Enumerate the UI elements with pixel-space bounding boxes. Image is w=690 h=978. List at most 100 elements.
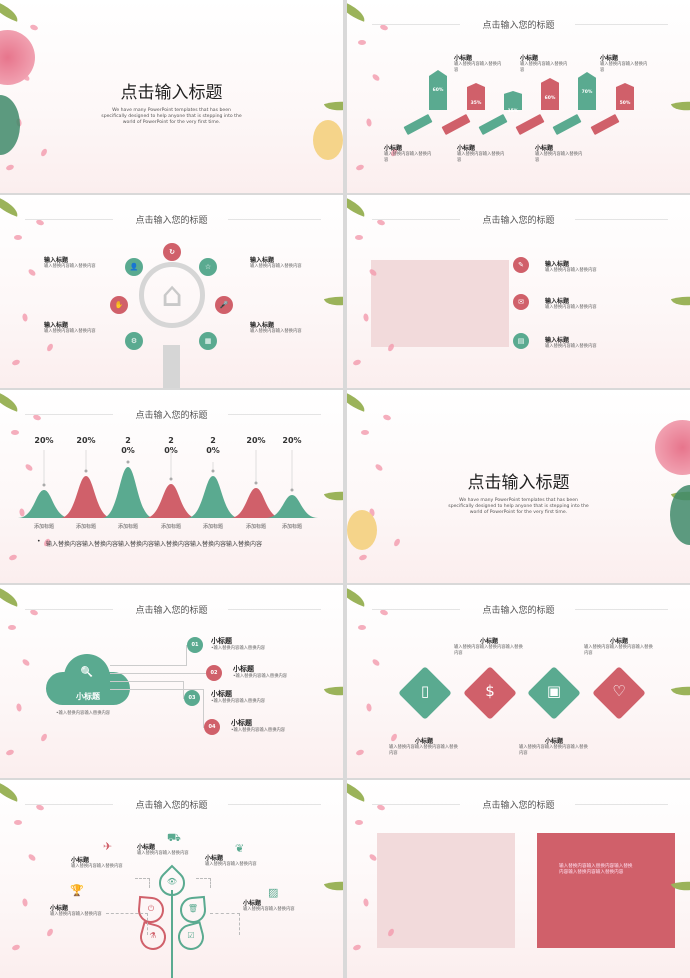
peak-label: 添加标题 bbox=[245, 524, 266, 530]
fern-decoration bbox=[670, 485, 690, 545]
slide-2-tags[interactable]: 点击输入您的标题 60% 35% 15% 60% 70% 50% 小标题 输入替换内容输入替换内… bbox=[347, 0, 690, 193]
heading-rule-right bbox=[228, 804, 321, 805]
tag-percent: 60% bbox=[432, 88, 444, 93]
label-text: 输入替换内容输入替换内容 bbox=[520, 62, 568, 73]
label-block: 输入标题 输入替换内容输入替换内容 bbox=[545, 296, 635, 311]
slide-4-list[interactable]: 点击输入您的标题 ✎ 输入标题 输入替换内容输入替换内容 ✉ 输入标题 输入替换内容输入替换… bbox=[347, 195, 690, 388]
book-icon: ▤ bbox=[513, 333, 529, 349]
step-text: •输入替换内容输入替换内容 bbox=[233, 674, 288, 679]
step-title: 小标题 bbox=[233, 665, 254, 673]
edit-icon: ✎ bbox=[513, 257, 529, 273]
slide-9-tree[interactable]: 点击输入您的标题 👁 ⏻ 🗑 ⚗ ☑ 小标题 输入替换内容输入替换内容 ✈ 小标题 输入替换内容输入… bbox=[0, 780, 343, 978]
petal-decoration bbox=[365, 118, 373, 127]
label-text: 输入替换内容输入替换内容 bbox=[44, 264, 96, 269]
leaf-decoration bbox=[0, 0, 22, 22]
peak bbox=[102, 467, 154, 518]
petal-decoration bbox=[358, 625, 366, 630]
slide-8-diamonds[interactable]: 点击输入您的标题 ▯ $ ▣ ♡ 小标题 输入替换内容输入替换内容输入替换内容 小标题 输入替换… bbox=[347, 585, 690, 778]
step-title: 小标题 bbox=[211, 637, 232, 645]
peak-percent: 20% bbox=[164, 436, 178, 455]
peak-label: 添加标题 bbox=[117, 524, 138, 530]
heading-rule-left bbox=[372, 609, 460, 610]
label-title: 小标题 bbox=[205, 855, 224, 862]
label-title: 输入标题 bbox=[44, 257, 69, 264]
petal-decoration bbox=[382, 413, 392, 422]
chart-icon: ▦ bbox=[199, 332, 217, 350]
petal-decoration bbox=[21, 658, 31, 667]
label-text: 输入替换内容输入替换内容 bbox=[250, 329, 302, 334]
petal-decoration bbox=[5, 748, 15, 757]
step-number: 02 bbox=[206, 665, 222, 681]
peak bbox=[60, 476, 112, 518]
dotted-connector bbox=[210, 913, 240, 935]
slide-1-title[interactable]: 点击输入标题 We have many PowerPoint templates… bbox=[0, 0, 343, 193]
step-number: 01 bbox=[187, 637, 203, 653]
flask-icon: ⚗ bbox=[149, 931, 157, 940]
label-block: 小标题 输入替换内容输入替换内容输入替换内容 bbox=[454, 636, 524, 657]
leader-dot bbox=[126, 460, 130, 464]
tag-percent: 35% bbox=[470, 101, 482, 106]
news-icon: ▣ bbox=[546, 682, 562, 700]
label-title: 小标题 bbox=[609, 638, 628, 645]
slide-heading: 点击输入您的标题 bbox=[482, 606, 555, 616]
label-block: 小标题 输入替换内容输入替换内容输入替换内容 bbox=[519, 736, 589, 757]
label-title: 输入标题 bbox=[545, 298, 570, 305]
label-title: 小标题 bbox=[457, 145, 476, 152]
heading-rule-right bbox=[228, 219, 321, 220]
label-text: 输入替换内容输入替换内容 bbox=[545, 268, 597, 273]
step-number: 03 bbox=[184, 690, 200, 706]
tag-percent: 60% bbox=[544, 96, 556, 101]
peak-label: 添加标题 bbox=[281, 524, 302, 530]
heading-rule-right bbox=[575, 219, 668, 220]
label-text: 输入替换内容输入替换内容 bbox=[457, 152, 505, 163]
lily-decoration bbox=[313, 120, 343, 160]
label-title: 小标题 bbox=[479, 638, 498, 645]
label-block: 小标题 输入替换内容输入替换内容 bbox=[50, 903, 105, 918]
label-block: 小标题 输入替换内容输入替换内容输入替换内容 bbox=[584, 636, 654, 657]
heading-rule-left bbox=[372, 24, 460, 25]
heading-rule-left bbox=[25, 414, 113, 415]
magnifier-handle bbox=[163, 345, 180, 388]
heading-rule-left bbox=[25, 804, 113, 805]
label-title: 小标题 bbox=[384, 145, 403, 152]
label-block: 小标题 输入替换内容输入替换内容 bbox=[457, 143, 507, 164]
label-block: 输入标题 输入替换内容输入替换内容 bbox=[545, 335, 635, 350]
label-block: 小标题 输入替换内容输入替换内容 bbox=[454, 53, 504, 74]
petal-decoration bbox=[355, 820, 363, 825]
petal-decoration bbox=[365, 703, 373, 712]
checkbox-icon: ☑ bbox=[187, 931, 195, 940]
label-block: 小标题 输入替换内容输入替换内容 bbox=[71, 855, 126, 870]
peak bbox=[266, 495, 318, 518]
petal-decoration bbox=[45, 342, 55, 353]
petal-decoration bbox=[355, 235, 363, 240]
bullet-text: 输入替换内容输入替换内容输入替换内容输入替换内容输入替换内容输入替换内容 bbox=[46, 541, 263, 548]
rose-decoration bbox=[0, 30, 35, 85]
step-text: •输入替换内容输入替换内容 bbox=[211, 699, 266, 704]
label-text: 输入替换内容输入替换内容 bbox=[454, 62, 502, 73]
label-text: 输入替换内容输入替换内容输入替换内容 bbox=[519, 745, 588, 756]
dotted-connector bbox=[196, 878, 211, 888]
heading-rule-right bbox=[575, 609, 668, 610]
peak bbox=[18, 490, 70, 518]
slide-heading: 点击输入您的标题 bbox=[135, 606, 208, 616]
peak-label: 添加标题 bbox=[202, 524, 223, 530]
slide-7-cloud[interactable]: 点击输入您的标题 🔍 小标题 •输入替换内容输入替换内容 01 小标题 •输入替换内容输入替… bbox=[0, 585, 343, 778]
leaf-decoration bbox=[323, 291, 343, 311]
label-text: 输入替换内容输入替换内容 bbox=[535, 152, 583, 163]
leader-dot bbox=[42, 483, 46, 487]
star-icon: ☆ bbox=[199, 258, 217, 276]
peak bbox=[230, 488, 282, 518]
slide-5-peaks[interactable]: 点击输入您的标题 20% 添加标题 20% 添加标题 20% 添加标题 20% 添加标题 20% 添… bbox=[0, 390, 343, 583]
home-icon: ⌂ bbox=[161, 275, 183, 315]
slide-6-title[interactable]: 点击输入标题 We have many PowerPoint templates… bbox=[347, 390, 690, 583]
slide-heading: 点击输入您的标题 bbox=[482, 21, 555, 31]
label-block: 小标题 输入替换内容输入替换内容 bbox=[535, 143, 585, 164]
slide-heading: 点击输入您的标题 bbox=[482, 216, 555, 226]
leaf-decoration bbox=[670, 96, 690, 116]
slide-3-magnifier[interactable]: 点击输入您的标题 ⌂ ↻ 👤 ☆ ✋ 🎤 ⚙ ▦ 输入标题 输入替换内容输入替换内容 输入标题 输入替换… bbox=[0, 195, 343, 388]
petal-decoration bbox=[11, 430, 19, 435]
slide-heading: 点击输入您的标题 bbox=[482, 801, 555, 811]
truck-icon: ⛟ bbox=[167, 831, 181, 844]
slide-10-boxes[interactable]: 输入替换内容输入替换内容输入替换内容输入替换内容输入替换内容 点击输入您的标题 bbox=[347, 780, 690, 978]
petal-decoration bbox=[362, 898, 370, 907]
